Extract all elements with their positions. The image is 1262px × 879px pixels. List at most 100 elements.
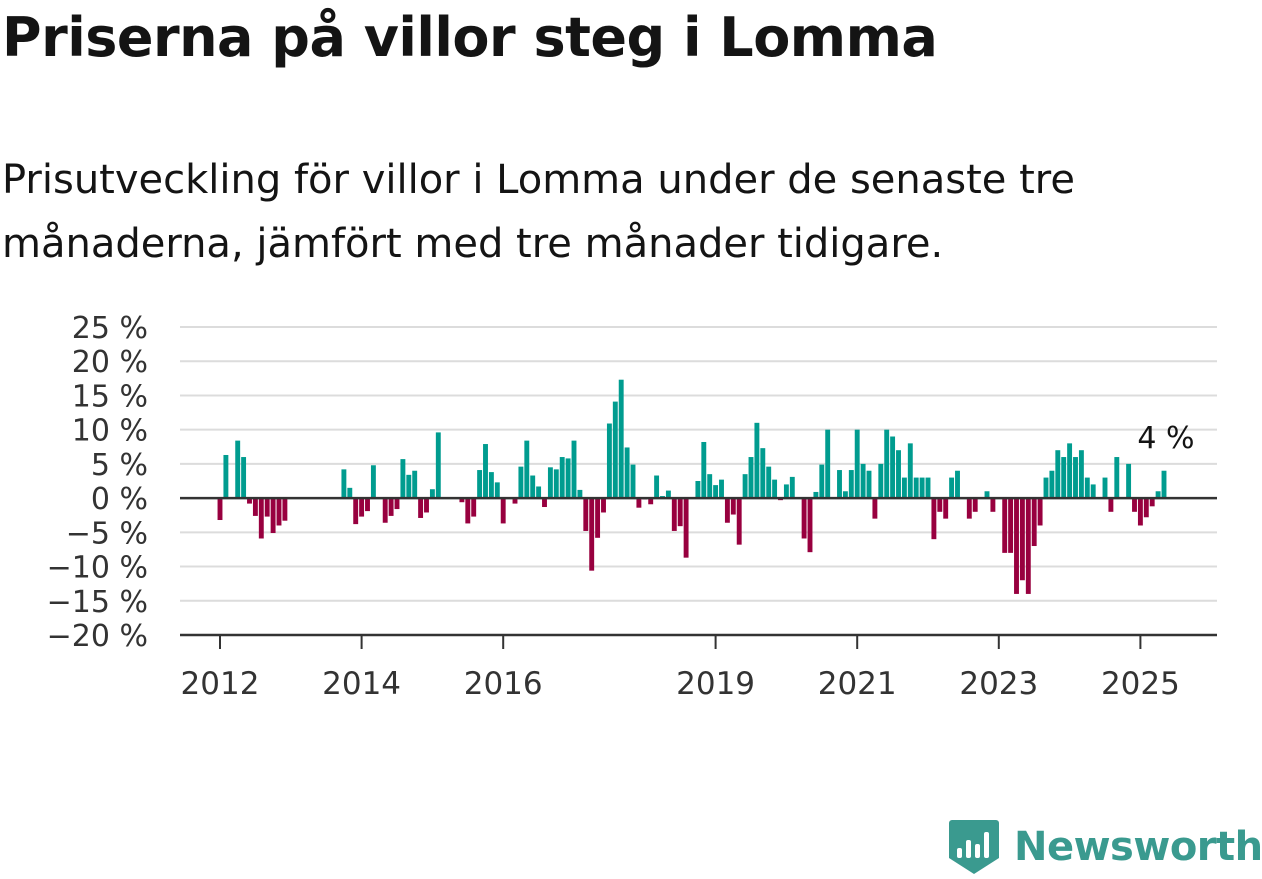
bar xyxy=(760,448,766,499)
bar xyxy=(235,440,241,499)
bar xyxy=(1149,498,1155,507)
bar xyxy=(1078,450,1084,499)
bar xyxy=(347,487,353,499)
bar xyxy=(890,436,896,499)
bar xyxy=(943,498,949,519)
bar xyxy=(518,466,524,499)
bar xyxy=(459,498,465,503)
bar xyxy=(595,498,601,538)
bar xyxy=(477,470,483,499)
bars xyxy=(217,379,1167,594)
bar xyxy=(1137,498,1143,526)
bar xyxy=(388,498,394,516)
bar xyxy=(730,498,736,515)
bar xyxy=(553,469,559,499)
bar xyxy=(471,498,477,517)
bar xyxy=(406,474,412,499)
bar xyxy=(742,474,748,499)
gridlines xyxy=(180,326,1217,602)
bar xyxy=(636,498,642,508)
bar xyxy=(872,498,878,519)
bar xyxy=(701,441,707,499)
bar xyxy=(990,498,996,512)
bar xyxy=(1126,463,1132,499)
bar xyxy=(966,498,972,519)
bar xyxy=(353,498,359,525)
bar xyxy=(866,470,872,499)
bar xyxy=(719,479,724,499)
bar xyxy=(1114,457,1120,499)
bar xyxy=(665,490,671,499)
bar xyxy=(1155,491,1161,499)
bar xyxy=(542,498,547,508)
bar xyxy=(1025,498,1031,594)
y-tick-label: −20 % xyxy=(47,619,148,654)
bar xyxy=(949,477,955,499)
x-axis-labels: 2012 2014 2016 2019 2021 2023 2025 xyxy=(181,666,1180,702)
bar xyxy=(247,498,252,504)
y-tick-label: −10 % xyxy=(47,551,148,586)
bar xyxy=(1043,477,1049,499)
bar xyxy=(984,491,990,499)
bar xyxy=(589,498,595,571)
x-tick-label: 2014 xyxy=(322,666,401,702)
bar xyxy=(648,498,654,505)
x-tick-label: 2023 xyxy=(959,666,1038,702)
y-tick-label: 20 % xyxy=(72,345,148,380)
bar xyxy=(1161,470,1167,499)
bar xyxy=(424,498,429,513)
x-tick-label: 2025 xyxy=(1101,666,1180,702)
bar xyxy=(217,498,223,521)
bar xyxy=(801,498,807,539)
bar xyxy=(842,491,848,499)
bar xyxy=(754,422,760,499)
bar xyxy=(896,450,901,499)
bar xyxy=(276,498,282,526)
bar xyxy=(813,491,819,499)
bar xyxy=(766,466,772,499)
bar xyxy=(671,498,677,531)
bar xyxy=(606,423,612,499)
bar xyxy=(512,498,518,504)
y-tick-label: −5 % xyxy=(66,516,148,551)
bar xyxy=(972,498,978,512)
bar xyxy=(418,498,424,518)
y-tick-label: 25 % xyxy=(72,311,148,346)
bar xyxy=(1061,457,1067,499)
bar xyxy=(500,498,506,524)
x-tick-label: 2016 xyxy=(464,666,543,702)
bar xyxy=(601,498,606,513)
bar xyxy=(624,447,630,499)
y-tick-label: 0 % xyxy=(91,482,148,517)
last-value-label: 4 % xyxy=(1137,421,1194,456)
x-tick-label: 2012 xyxy=(181,666,260,702)
bar xyxy=(270,498,276,534)
bar xyxy=(748,457,754,499)
bar xyxy=(382,498,388,523)
bar xyxy=(654,475,660,499)
y-tick-label: −15 % xyxy=(47,585,148,620)
bar xyxy=(931,498,937,540)
bar xyxy=(878,463,884,499)
bar xyxy=(1019,498,1025,581)
bar xyxy=(1073,457,1078,499)
bar xyxy=(1143,498,1149,518)
bar xyxy=(713,485,719,499)
y-tick-label: 15 % xyxy=(72,379,148,414)
bar xyxy=(536,486,542,499)
bar xyxy=(955,470,960,499)
bar xyxy=(524,440,530,499)
bar xyxy=(429,489,435,499)
bar xyxy=(724,498,730,523)
x-tick-label: 2021 xyxy=(818,666,897,702)
bar xyxy=(483,444,488,499)
bar xyxy=(825,429,831,499)
bar xyxy=(736,498,742,545)
bar xyxy=(1090,484,1096,499)
bar xyxy=(683,498,689,558)
bar xyxy=(241,457,247,499)
bar xyxy=(488,472,494,499)
chart-subtitle: Prisutveckling för villor i Lomma under … xyxy=(2,157,1075,267)
bar xyxy=(884,429,890,499)
bar xyxy=(1132,498,1137,512)
